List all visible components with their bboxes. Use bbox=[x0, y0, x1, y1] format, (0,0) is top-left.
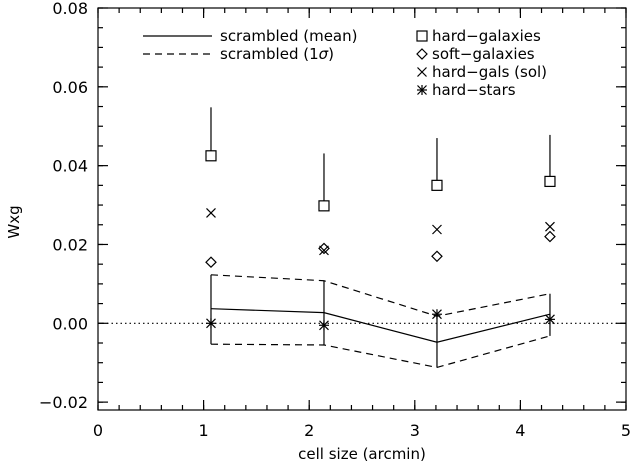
scrambled-upper-1sigma-line bbox=[210, 274, 551, 317]
scrambled-lower-1sigma-line bbox=[210, 335, 551, 369]
legend-right-label: soft−galaxies bbox=[432, 45, 535, 63]
y-axis-title: Wxg bbox=[5, 205, 23, 238]
legend-marker bbox=[417, 85, 427, 95]
hard-stars-point bbox=[431, 309, 442, 320]
scrambled-mean-line bbox=[210, 308, 551, 343]
hard-stars-point bbox=[544, 314, 555, 325]
y-tick-label: 0.04 bbox=[52, 157, 88, 176]
hard-galaxies-point bbox=[205, 150, 217, 162]
legend-marker bbox=[416, 30, 428, 42]
hard-galaxies-point bbox=[431, 179, 443, 191]
legend-marker bbox=[417, 67, 427, 77]
x-tick-label: 4 bbox=[515, 421, 525, 440]
soft-galaxies-point bbox=[431, 250, 443, 263]
hard-galaxies-point bbox=[544, 175, 556, 188]
legend-marker bbox=[416, 48, 428, 60]
soft-galaxies-point bbox=[205, 256, 217, 269]
soft-galaxies-point bbox=[318, 242, 330, 255]
hard-gals-sol--point bbox=[206, 208, 216, 218]
y-tick-label: 0.02 bbox=[52, 235, 88, 254]
legend-right-label: hard−stars bbox=[432, 81, 516, 99]
x-tick-label: 0 bbox=[93, 421, 103, 440]
hard-stars-point bbox=[205, 318, 216, 329]
legend-right-label: hard−gals (sol) bbox=[432, 63, 547, 81]
hard-stars-point bbox=[318, 320, 329, 331]
legend-left-label: scrambled (1σ) bbox=[220, 45, 334, 63]
y-tick-label: 0.08 bbox=[52, 0, 88, 18]
y-tick-label: −0.02 bbox=[39, 393, 88, 412]
soft-galaxies-point bbox=[544, 230, 556, 243]
x-axis-title: cell size (arcmin) bbox=[298, 445, 426, 463]
hard-gals-sol--point bbox=[432, 224, 442, 235]
plot-frame bbox=[97, 7, 627, 411]
x-tick-label: 2 bbox=[304, 421, 314, 440]
y-tick-label: 0.06 bbox=[52, 78, 88, 97]
y-tick-label: 0.00 bbox=[52, 314, 88, 333]
legend-left-label: scrambled (mean) bbox=[220, 27, 357, 45]
hard-gals-sol--point bbox=[545, 221, 555, 232]
hard-gals-sol--point bbox=[319, 245, 329, 256]
hard-galaxies-point bbox=[318, 200, 330, 212]
x-tick-label: 1 bbox=[199, 421, 209, 440]
legend-right-label: hard−galaxies bbox=[432, 27, 541, 45]
x-tick-label: 3 bbox=[410, 421, 420, 440]
x-tick-label: 5 bbox=[621, 421, 631, 440]
